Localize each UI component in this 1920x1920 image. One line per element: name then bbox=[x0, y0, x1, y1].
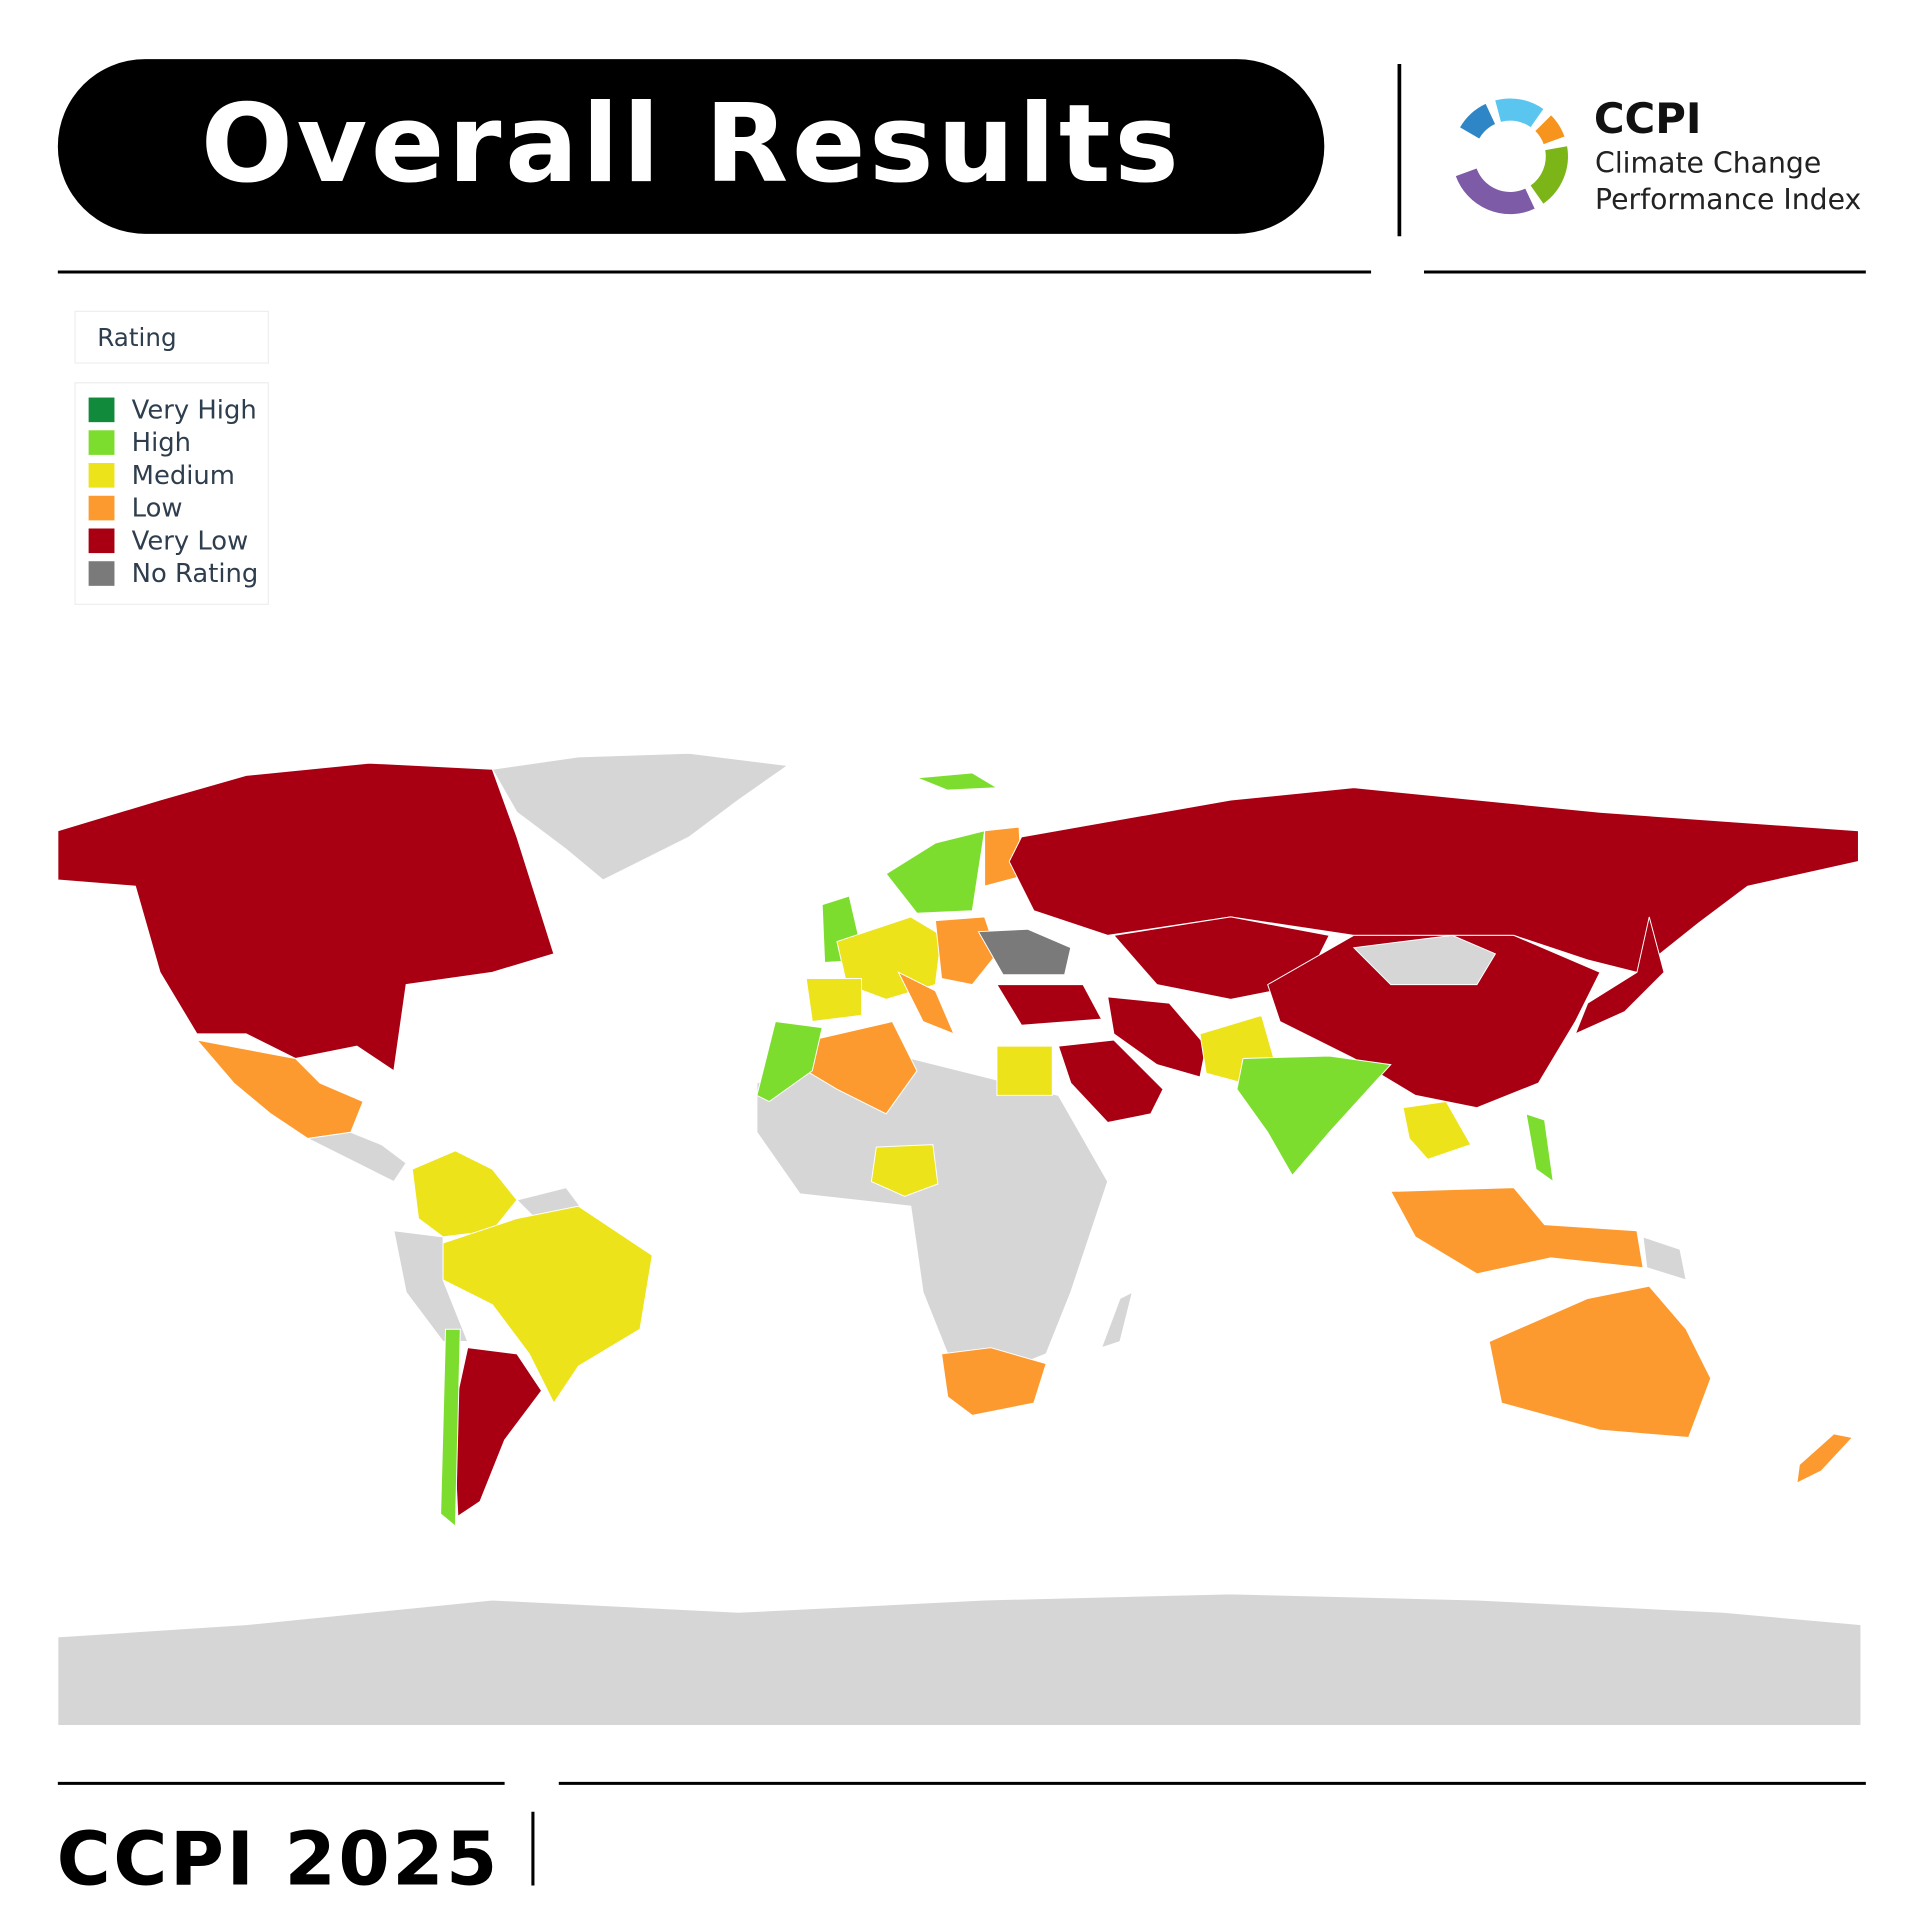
legend-label: Very High bbox=[132, 395, 257, 425]
legend-title-box bbox=[74, 310, 269, 364]
logo-name: Climate Change bbox=[1595, 146, 1821, 179]
legend-swatch bbox=[88, 430, 115, 455]
land bbox=[1100, 1291, 1134, 1349]
land bbox=[306, 1131, 407, 1183]
land bbox=[1352, 934, 1497, 986]
country bbox=[1057, 1039, 1164, 1123]
country bbox=[440, 1328, 461, 1528]
title: Overall Results bbox=[201, 80, 1183, 207]
land bbox=[393, 1230, 469, 1343]
country bbox=[940, 1347, 1047, 1416]
world-map bbox=[57, 752, 1862, 1727]
country bbox=[452, 1347, 543, 1518]
country bbox=[57, 762, 555, 1072]
legend-swatch bbox=[88, 495, 115, 521]
legend-label: Low bbox=[132, 494, 183, 524]
country bbox=[870, 1144, 939, 1197]
land bbox=[1642, 1236, 1687, 1281]
country bbox=[885, 830, 986, 914]
legend-label: Very Low bbox=[132, 526, 249, 556]
country bbox=[1796, 1433, 1854, 1484]
legend-label: No Rating bbox=[132, 559, 259, 589]
legend-swatch bbox=[88, 528, 115, 554]
legend-label: High bbox=[132, 428, 191, 458]
country bbox=[442, 1205, 653, 1405]
logo-name: Performance Index bbox=[1595, 183, 1861, 216]
country bbox=[1107, 996, 1207, 1078]
footer-label: CCPI 2025 bbox=[57, 1816, 500, 1902]
country bbox=[996, 1045, 1053, 1096]
legend-swatch bbox=[88, 561, 115, 586]
legend-label: Medium bbox=[132, 461, 235, 491]
country bbox=[1236, 1055, 1392, 1177]
country bbox=[756, 1020, 823, 1103]
logo-acronym: CCPI bbox=[1594, 94, 1702, 143]
country bbox=[916, 772, 999, 791]
country bbox=[897, 971, 955, 1035]
land bbox=[756, 1045, 1109, 1380]
country bbox=[195, 1039, 364, 1139]
land bbox=[491, 752, 790, 881]
country bbox=[1402, 1101, 1472, 1160]
logo-ring bbox=[1455, 98, 1568, 215]
country bbox=[1525, 1113, 1554, 1183]
country bbox=[1488, 1285, 1712, 1439]
country bbox=[996, 984, 1103, 1026]
country bbox=[977, 928, 1072, 976]
legend-title: Rating bbox=[97, 323, 176, 352]
country bbox=[411, 1150, 518, 1238]
country bbox=[1574, 916, 1665, 1035]
country bbox=[1389, 1187, 1644, 1275]
country bbox=[934, 916, 998, 986]
legend-swatch bbox=[88, 397, 115, 423]
legend-swatch bbox=[88, 463, 115, 488]
country bbox=[805, 977, 863, 1023]
country bbox=[1267, 934, 1601, 1109]
land bbox=[57, 1593, 1862, 1727]
title-pill bbox=[57, 59, 1325, 234]
